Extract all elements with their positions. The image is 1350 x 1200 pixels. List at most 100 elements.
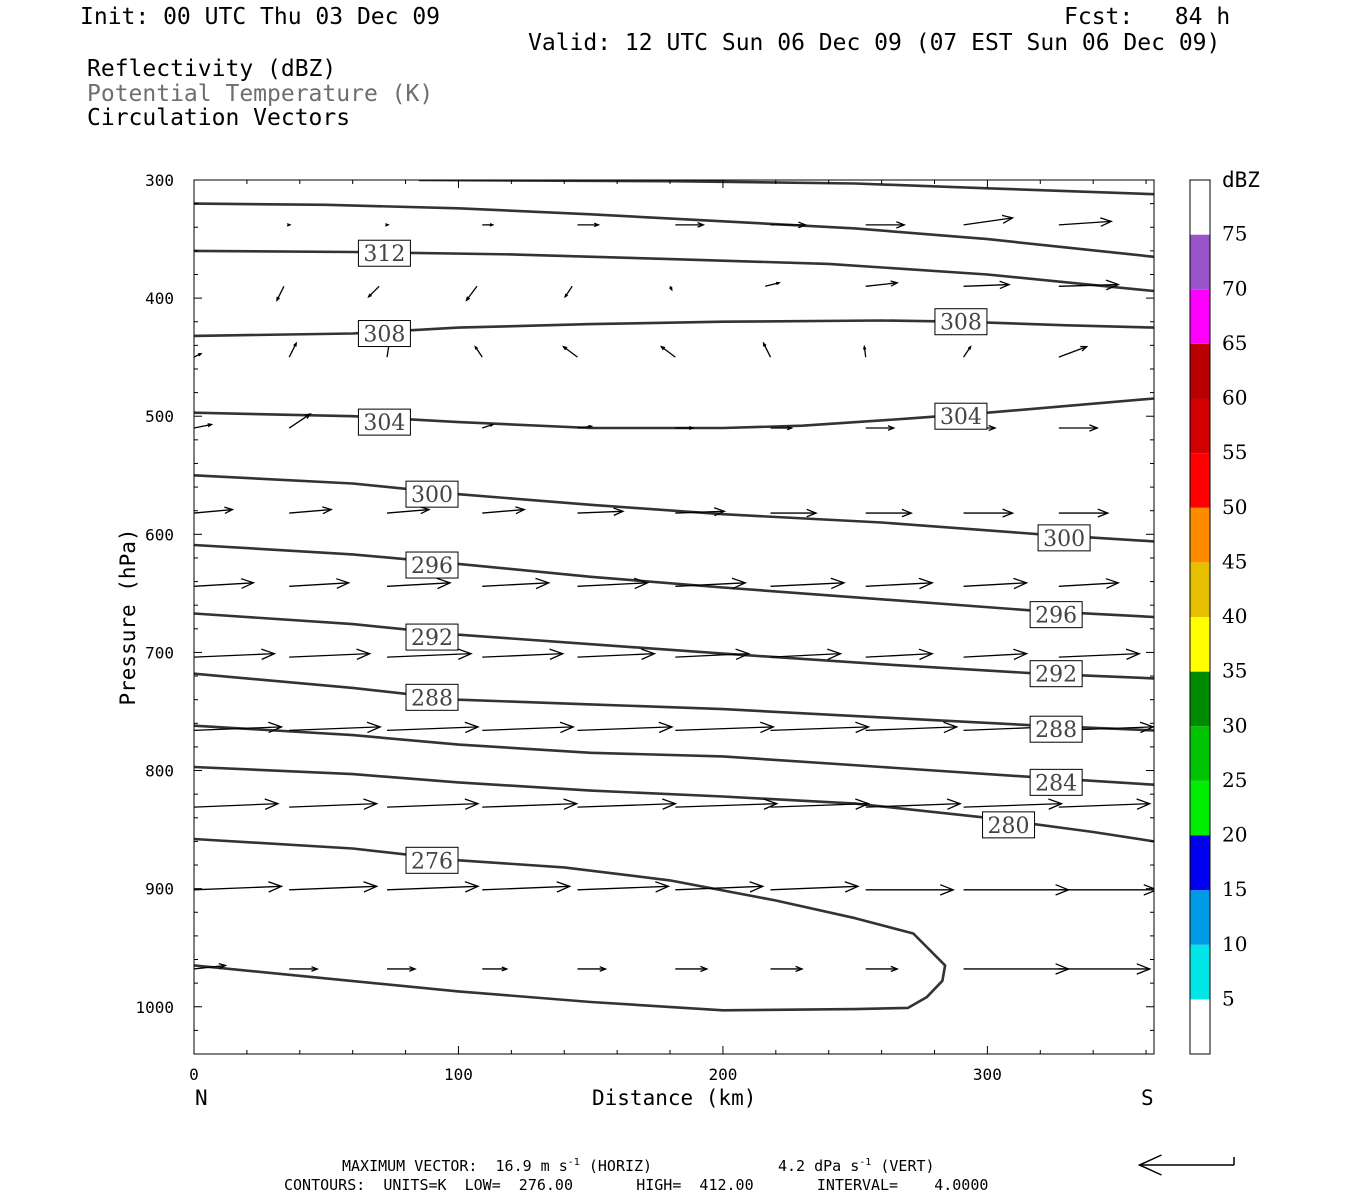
contour-label: 280 [982, 811, 1036, 839]
circulation-vector [482, 506, 527, 515]
circulation-vector [963, 963, 1071, 975]
circulation-vector [367, 285, 380, 299]
colorbar-swatch [1190, 835, 1210, 891]
circulation-vector [194, 798, 280, 810]
circulation-vector [1058, 279, 1121, 291]
max-vector-line: MAXIMUM VECTOR: 16.9 m s-1 (HORIZ) [342, 1157, 652, 1175]
circulation-vector [194, 721, 284, 734]
colorbar-frame [1189, 179, 1211, 1055]
contour-label-layer: 312 308 308 304 304 300 300 296 296 292 292 288 288 2… [357, 239, 1091, 874]
circulation-vector [289, 881, 379, 893]
y-tick-label: 1000 [135, 998, 174, 1017]
contour-label: 296 [1029, 601, 1083, 629]
circulation-vector [194, 352, 203, 358]
colorbar: 5 10 15 20 25 30 35 40 45 50 55 60 65 70 75 [1189, 179, 1247, 1055]
theta-contour-300 [194, 474, 1154, 543]
colorbar-level-label: 70 [1222, 276, 1247, 300]
colorbar-level-label: 30 [1222, 713, 1247, 737]
theta-contour-316 [418, 180, 1154, 196]
field-reflectivity: Reflectivity (dBZ) [87, 56, 337, 82]
circulation-vector [669, 286, 673, 292]
circulation-vector [482, 881, 572, 893]
circulation-vector [194, 648, 277, 660]
colorbar-swatch [1190, 726, 1210, 781]
max-vector-text: MAXIMUM VECTOR: 16.9 m s [342, 1157, 568, 1175]
colorbar-level-label: 60 [1222, 386, 1247, 410]
x-tick-label: 200 [708, 1065, 737, 1084]
circulation-vector [387, 577, 452, 590]
circulation-vector [194, 578, 256, 589]
theta-contour-280 [194, 765, 1154, 843]
colorbar-level-label: 65 [1222, 331, 1247, 355]
contour-label: 308 [357, 320, 411, 348]
svg-text:304: 304 [363, 411, 405, 436]
circulation-vector [865, 221, 907, 229]
svg-text:284: 284 [1035, 771, 1077, 796]
circulation-vector [577, 648, 657, 660]
colorbar-swatch [1190, 453, 1210, 508]
svg-text:276: 276 [411, 849, 453, 874]
circulation-vector [1058, 648, 1142, 660]
circulation-vector [675, 798, 779, 810]
circulation-vector [387, 648, 473, 660]
theta-contour-308 [194, 319, 1154, 338]
x-axis-label: Distance (km) [592, 1086, 757, 1110]
circulation-vector [770, 798, 871, 810]
colorbar-swatch [1190, 944, 1210, 1000]
circulation-vector [770, 508, 818, 518]
circulation-vector [865, 508, 914, 518]
circulation-vector [289, 648, 372, 660]
colorbar-level-label: 50 [1222, 495, 1247, 519]
circulation-vector [387, 721, 480, 734]
horiz-unit-exponent: -1 [567, 1157, 580, 1168]
circulation-vector [482, 721, 576, 734]
circulation-vector [482, 798, 579, 810]
theta-contour-288 [194, 672, 1154, 732]
circulation-vector [963, 214, 1015, 226]
svg-text:296: 296 [411, 554, 453, 579]
circulation-vector [963, 798, 1064, 810]
colorbar-level-label: 15 [1222, 877, 1247, 901]
circulation-vector [577, 798, 678, 810]
circulation-vector [387, 881, 480, 893]
svg-text:304: 304 [940, 405, 982, 430]
circulation-vector [675, 881, 765, 893]
circulation-vector [474, 345, 483, 358]
circulation-vector [385, 223, 390, 227]
circulation-vector [577, 507, 625, 516]
colorbar-level-label: 35 [1222, 659, 1247, 683]
vert-label: (VERT) [871, 1157, 935, 1175]
circulation-vector [963, 280, 1011, 290]
circulation-vector [770, 221, 808, 229]
circulation-vector [482, 648, 565, 660]
circulation-vector [770, 721, 871, 734]
contour-label: 304 [357, 408, 411, 436]
colorbar-swatch [1190, 671, 1210, 727]
contour-label: 288 [405, 683, 459, 711]
circulation-vector [865, 648, 934, 661]
circulation-vector [770, 648, 843, 661]
circulation-vector [286, 223, 292, 227]
circulation-vector [194, 962, 228, 970]
circulation-vector [963, 577, 1029, 590]
circulation-vector [194, 881, 284, 893]
circulation-vector [963, 648, 1029, 661]
circulation-vector [675, 426, 695, 431]
theta-contour-276 [194, 837, 947, 1012]
circulation-vector [482, 966, 509, 972]
circulation-vector [963, 508, 1015, 518]
x-axis-south-label: S [1141, 1086, 1154, 1110]
circulation-vector [865, 577, 934, 590]
svg-text:308: 308 [363, 323, 405, 348]
vector-layer [194, 214, 1154, 975]
contour-label: 300 [1037, 524, 1091, 552]
colorbar-swatch [1190, 617, 1210, 672]
circulation-vector [675, 222, 706, 228]
contour-label: 292 [405, 623, 459, 651]
theta-contour-296 [194, 543, 1154, 619]
colorbar-level-label: 10 [1222, 932, 1247, 956]
scale-vector-layer [1137, 1154, 1235, 1176]
circulation-vector [675, 507, 727, 517]
circulation-vector [675, 648, 751, 661]
